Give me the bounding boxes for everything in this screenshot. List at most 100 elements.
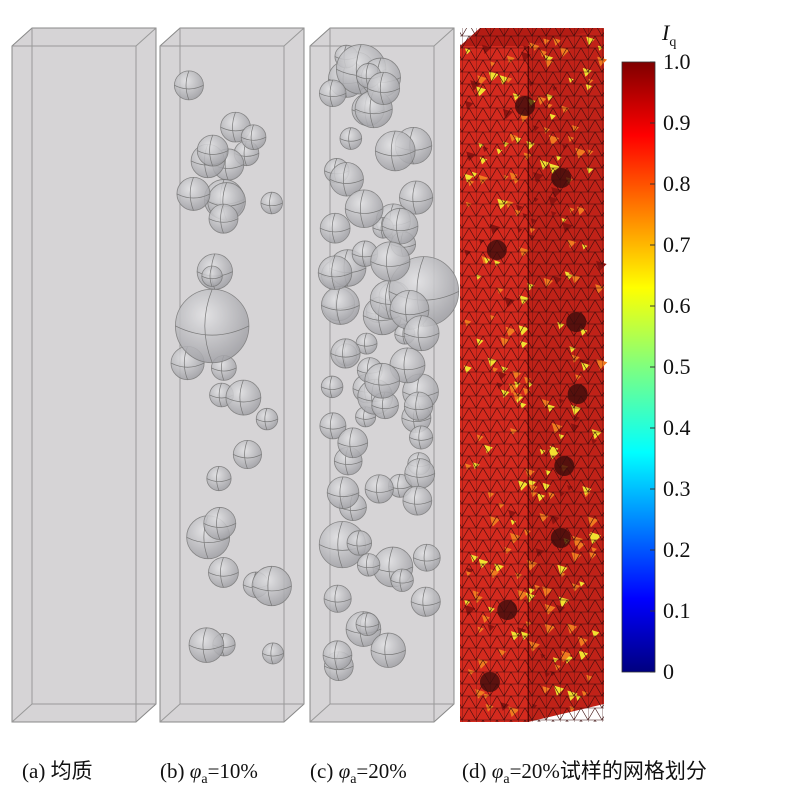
sphere-line (357, 553, 381, 577)
sphere-line (201, 265, 223, 287)
sphere-line (327, 476, 360, 509)
sphere (317, 255, 353, 290)
column-edges (159, 27, 305, 723)
sphere (323, 584, 352, 613)
sphere (370, 241, 411, 282)
sphere (208, 203, 239, 234)
sphere (330, 338, 361, 369)
sphere-line (188, 627, 224, 663)
sphere (344, 189, 384, 229)
colorbar-tick-label: 0.1 (663, 598, 691, 623)
sphere-line (262, 642, 284, 665)
column (159, 27, 305, 723)
sphere (320, 375, 344, 399)
sphere-line (225, 379, 262, 416)
sphere (403, 391, 434, 421)
sphere (320, 286, 360, 325)
sphere (412, 543, 441, 572)
column-edges (11, 27, 157, 723)
sphere-line (320, 213, 351, 244)
panel-caption: (d) φa=20%试样的网格划分 (462, 759, 707, 787)
sphere (326, 476, 360, 509)
sphere-line (409, 425, 433, 450)
sphere (262, 642, 284, 665)
sphere-line (319, 412, 347, 440)
column-back (11, 27, 157, 723)
sphere-line (318, 255, 353, 290)
colorbar-tick-label: 0.5 (663, 354, 691, 379)
sphere-line (370, 241, 411, 282)
sphere-line (402, 486, 432, 516)
colorbar-tick-label: 0.3 (663, 476, 691, 501)
sphere-line (337, 427, 368, 458)
sphere-line (413, 544, 441, 572)
sphere (174, 70, 204, 101)
sphere (366, 71, 401, 105)
columns (11, 27, 608, 723)
caption-prefix: (c) (310, 759, 339, 783)
sphere-line (355, 332, 378, 355)
sphere (355, 612, 380, 637)
sphere (255, 407, 279, 431)
sphere (225, 379, 262, 416)
sphere-line (345, 189, 384, 228)
sphere-line (176, 177, 211, 211)
sphere (404, 458, 436, 489)
sphere-line (390, 568, 414, 592)
sphere-line (319, 79, 347, 107)
sphere-line (322, 640, 353, 670)
sphere-line (206, 466, 232, 491)
sphere-line (323, 585, 352, 613)
caption-symbol: φ (190, 759, 202, 783)
column (309, 27, 460, 723)
sphere (337, 427, 369, 459)
sphere-line (329, 162, 364, 197)
sphere-line (330, 338, 361, 369)
sphere (203, 507, 237, 540)
sphere-line (370, 632, 406, 668)
sphere (319, 79, 347, 108)
sphere-line (399, 180, 433, 215)
sphere (322, 640, 353, 671)
caption-prefix: (a) (22, 759, 51, 783)
sphere (409, 425, 434, 450)
sphere-line (260, 192, 283, 214)
colorbar-tick-label: 0.9 (663, 110, 691, 135)
sphere (390, 568, 414, 592)
sphere-line (256, 408, 278, 430)
sphere-line (251, 566, 292, 606)
sphere (403, 315, 440, 352)
caption-text: =10% (208, 759, 258, 783)
sphere-line (346, 530, 372, 556)
sphere-line (404, 391, 433, 421)
sphere-line (367, 72, 400, 105)
sphere (240, 124, 267, 150)
panel-caption: (b) φa=10% (160, 759, 258, 787)
colorbar-tick-label: 0 (663, 659, 674, 684)
colorbar-tick-label: 0.2 (663, 537, 691, 562)
panel-caption: (c) φa=20% (310, 759, 407, 787)
caption-symbol: φ (492, 759, 504, 783)
caption-sub: a (503, 772, 510, 787)
colorbar-tick-label: 0.7 (663, 232, 691, 257)
sphere (208, 557, 239, 588)
sphere-line (175, 289, 250, 363)
caption-text: 均质 (51, 759, 93, 783)
sphere-line (208, 557, 239, 588)
sphere-line (321, 375, 344, 398)
sphere-line (233, 440, 262, 469)
sphere-line (355, 612, 379, 636)
caption-sub: a (201, 772, 208, 787)
colorbar (621, 61, 656, 673)
sphere (370, 632, 406, 668)
colorbar-label: Iq (661, 20, 676, 50)
sphere (188, 627, 225, 663)
sphere-line (174, 70, 204, 100)
sphere-line (339, 127, 362, 150)
sphere (364, 474, 394, 504)
caption-text: =20% (356, 759, 406, 783)
sphere (201, 265, 223, 287)
colorbar-tick-label: 1.0 (663, 49, 691, 74)
sphere-line (375, 130, 416, 171)
